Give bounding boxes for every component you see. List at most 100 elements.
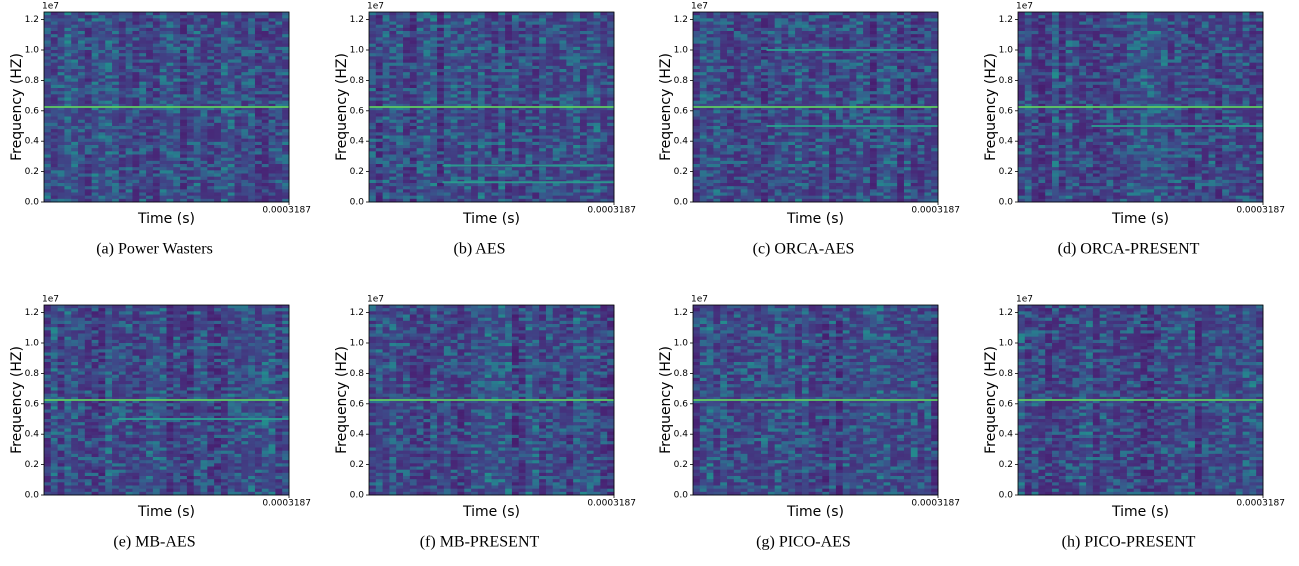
- heatmap-cell: [146, 50, 153, 54]
- heatmap-cell: [519, 37, 526, 41]
- heatmap-cell: [566, 110, 573, 114]
- heatmap-cell: [505, 94, 512, 98]
- heatmap-cell: [580, 66, 587, 70]
- heatmap-cell: [471, 56, 478, 60]
- heatmap-cell: [376, 120, 383, 124]
- heatmap-cell: [180, 129, 187, 133]
- heatmap-cell: [173, 56, 180, 60]
- heatmap-cell: [44, 69, 51, 73]
- heatmap-cell: [700, 79, 707, 83]
- heatmap-cell: [478, 132, 485, 136]
- heatmap-cell: [221, 189, 228, 193]
- heatmap-cell: [262, 85, 269, 89]
- heatmap-cell: [720, 145, 727, 149]
- heatmap-cell: [160, 98, 167, 102]
- heatmap-cell: [132, 148, 139, 152]
- heatmap-cell: [201, 72, 208, 76]
- heatmap-cell: [747, 56, 754, 60]
- heatmap-cell: [98, 170, 105, 174]
- heatmap-cell: [747, 183, 754, 187]
- heatmap-cell: [526, 110, 533, 114]
- heatmap-cell: [119, 139, 126, 143]
- heatmap-cell: [464, 37, 471, 41]
- heatmap-cell: [64, 145, 71, 149]
- heatmap-cell: [754, 142, 761, 146]
- heatmap-cell: [58, 72, 65, 76]
- heatmap-cell: [126, 50, 133, 54]
- heatmap-cell: [44, 47, 51, 51]
- heatmap-cell: [505, 79, 512, 83]
- heatmap-cell: [410, 15, 417, 19]
- heatmap-cell: [235, 113, 242, 117]
- heatmap-cell: [98, 50, 105, 54]
- heatmap-cell: [92, 139, 99, 143]
- heatmap-cell: [119, 28, 126, 32]
- heatmap-cell: [235, 50, 242, 54]
- heatmap-cell: [457, 31, 464, 35]
- heatmap-cell: [600, 101, 607, 105]
- heatmap-cell: [160, 94, 167, 98]
- heatmap-cell: [478, 148, 485, 152]
- heatmap-cell: [132, 94, 139, 98]
- heatmap-cell: [85, 145, 92, 149]
- heatmap-cell: [262, 56, 269, 60]
- heatmap-cell: [587, 66, 594, 70]
- heatmap-cell: [727, 164, 734, 168]
- heatmap-cell: [727, 113, 734, 117]
- heatmap-cell: [396, 18, 403, 22]
- heatmap-cell: [720, 120, 727, 124]
- y-tick-label: 1.2: [25, 15, 39, 25]
- heatmap-cell: [607, 174, 614, 178]
- heatmap-cell: [464, 66, 471, 70]
- heatmap-cell: [235, 34, 242, 38]
- heatmap-cell: [478, 37, 485, 41]
- heatmap-cell: [248, 91, 255, 95]
- heatmap-cell: [119, 170, 126, 174]
- heatmap-cell: [146, 101, 153, 105]
- heatmap-cell: [410, 25, 417, 29]
- heatmap-cell: [580, 47, 587, 51]
- heatmap-cell: [417, 88, 424, 92]
- heatmap-cell: [201, 174, 208, 178]
- heatmap-cell: [389, 25, 396, 29]
- heatmap-cell: [160, 85, 167, 89]
- heatmap-cell: [282, 53, 289, 57]
- heatmap-cell: [526, 47, 533, 51]
- heatmap-cell: [160, 164, 167, 168]
- heatmap-cell: [560, 161, 567, 165]
- heatmap-cell: [44, 193, 51, 197]
- heatmap-cell: [747, 161, 754, 165]
- heatmap-cell: [423, 180, 430, 184]
- heatmap-cell: [437, 113, 444, 117]
- heatmap-cell: [369, 177, 376, 181]
- heatmap-cell: [262, 69, 269, 73]
- heatmap-cell: [423, 126, 430, 130]
- heatmap-cell: [85, 117, 92, 121]
- heatmap-cell: [539, 60, 546, 64]
- heatmap-cell: [383, 22, 390, 26]
- heatmap-cell: [519, 174, 526, 178]
- heatmap-cell: [451, 79, 458, 83]
- heatmap-cell: [754, 161, 761, 165]
- heatmap-cell: [173, 139, 180, 143]
- heatmap-cell: [187, 151, 194, 155]
- heatmap-cell: [580, 60, 587, 64]
- heatmap-cell: [539, 69, 546, 73]
- heatmap-cell: [119, 142, 126, 146]
- heatmap-cell: [44, 155, 51, 159]
- heatmap-cell: [51, 129, 58, 133]
- heatmap-cell: [201, 123, 208, 127]
- heatmap-cell: [396, 15, 403, 19]
- heatmap-cell: [167, 117, 174, 121]
- heatmap-cell: [498, 88, 505, 92]
- heatmap-cell: [235, 75, 242, 79]
- heatmap-cell: [396, 158, 403, 162]
- heatmap-cell: [235, 110, 242, 114]
- heatmap-cell: [464, 53, 471, 57]
- heatmap-cell: [248, 12, 255, 16]
- heatmap-cell: [119, 174, 126, 178]
- heatmap-cell: [539, 148, 546, 152]
- heatmap-cell: [207, 15, 214, 19]
- heatmap-cell: [92, 129, 99, 133]
- heatmap-cell: [600, 117, 607, 121]
